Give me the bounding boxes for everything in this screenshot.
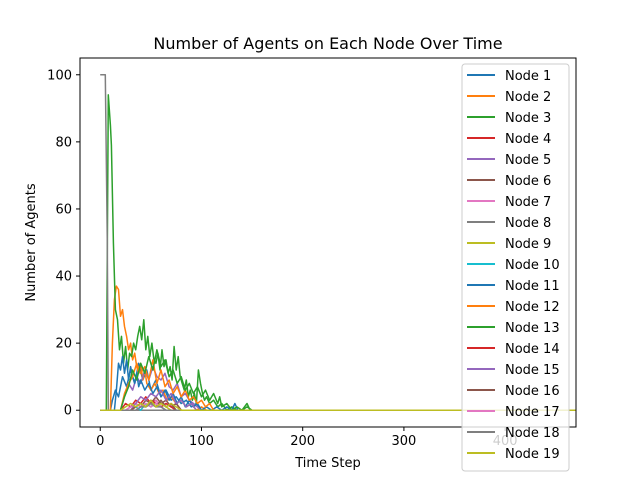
series-line-19 xyxy=(100,399,576,411)
y-tick-label: 20 xyxy=(55,337,72,352)
y-tick-label: 0 xyxy=(64,404,72,419)
legend-entry-label: Node 18 xyxy=(505,426,560,441)
legend-entry-label: Node 1 xyxy=(505,69,551,84)
y-tick-label: 100 xyxy=(47,68,72,83)
legend-entry-label: Node 4 xyxy=(505,132,551,147)
y-axis: 0 20 40 60 80 100 xyxy=(47,68,80,419)
legend-entry-label: Node 12 xyxy=(505,300,560,315)
x-tick-label: 300 xyxy=(392,434,417,449)
series-line-15 xyxy=(100,389,576,411)
series-line-12 xyxy=(100,359,576,411)
legend: Node 1 Node 2 Node 3 Node 4 Node 5 Node 6 Node… xyxy=(461,63,570,472)
legend-entry-label: Node 11 xyxy=(505,279,560,294)
chart-title: Number of Agents on Each Node Over Time xyxy=(153,34,502,53)
legend-entry-label: Node 3 xyxy=(505,111,551,126)
x-tick-label: 100 xyxy=(189,434,214,449)
y-tick-label: 40 xyxy=(55,270,72,285)
plot-frame xyxy=(79,57,577,428)
legend-entry-label: Node 19 xyxy=(505,447,560,462)
legend-entry-label: Node 13 xyxy=(505,321,560,336)
legend-entry-label: Node 15 xyxy=(505,363,560,378)
series-lines xyxy=(100,74,576,411)
legend-entry-label: Node 10 xyxy=(505,258,560,273)
legend-entry-label: Node 9 xyxy=(505,237,551,252)
y-tick-label: 60 xyxy=(55,202,72,217)
legend-entry-label: Node 6 xyxy=(505,174,551,189)
x-tick-label: 200 xyxy=(290,434,315,449)
series-line-18 xyxy=(100,402,576,411)
series-line-11 xyxy=(100,355,576,411)
legend-entry-label: Node 2 xyxy=(505,90,551,105)
legend-entry-label: Node 16 xyxy=(505,384,560,399)
legend-entry-label: Node 8 xyxy=(505,216,551,231)
y-axis-label: Number of Agents xyxy=(24,183,39,301)
legend-entry-label: Node 14 xyxy=(505,342,560,357)
y-tick-label: 80 xyxy=(55,135,72,150)
legend-entry-label: Node 17 xyxy=(505,405,560,420)
series-line-13 xyxy=(100,349,576,411)
legend-entry-label: Node 5 xyxy=(505,153,551,168)
legend-entry-label: Node 7 xyxy=(505,195,551,210)
x-tick-label: 0 xyxy=(96,434,104,449)
x-axis-label: Time Step xyxy=(294,456,361,471)
series-line-3 xyxy=(100,94,576,411)
